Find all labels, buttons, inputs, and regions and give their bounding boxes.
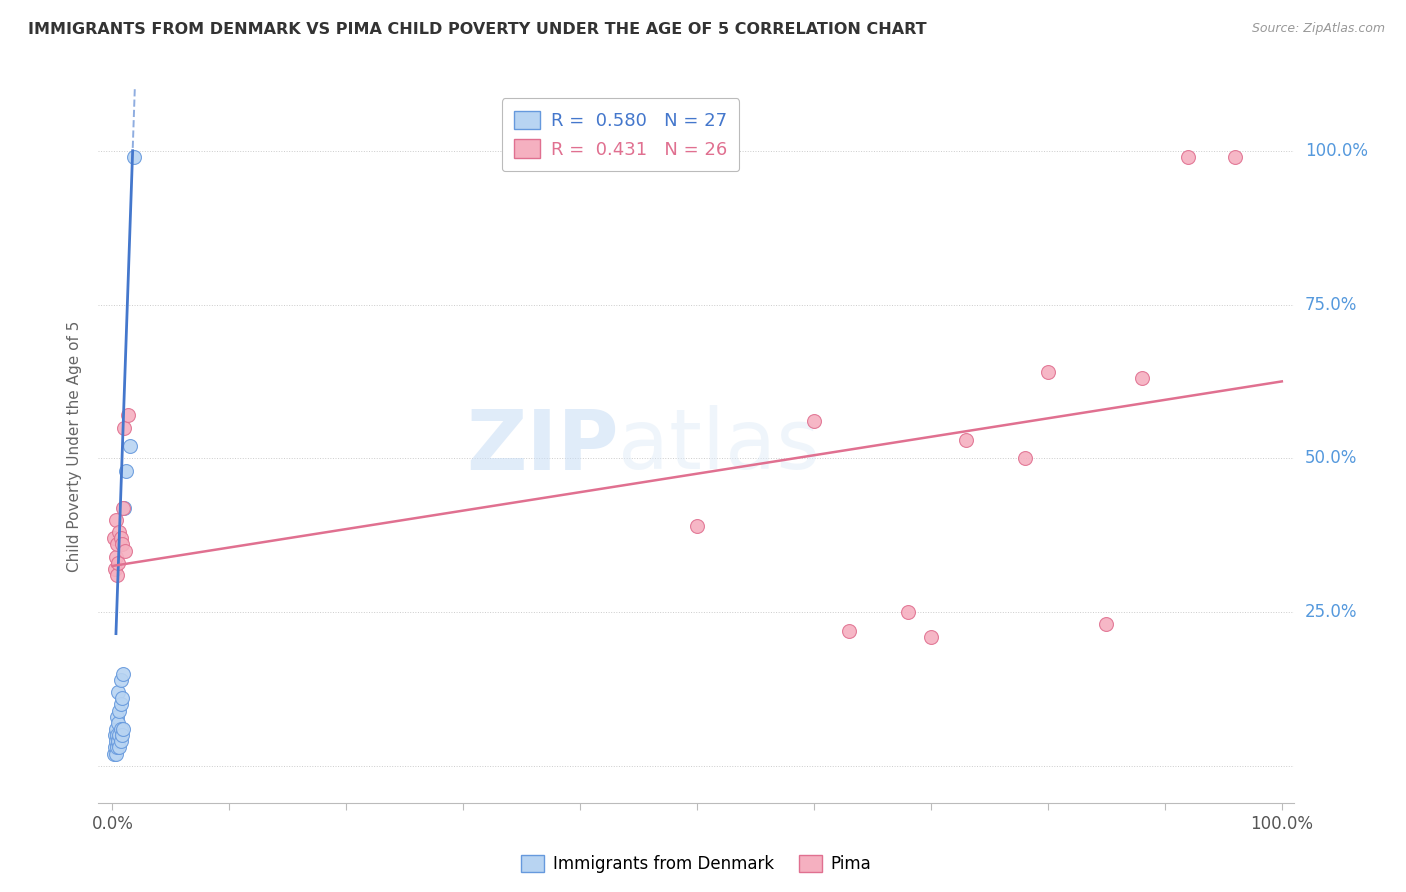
Point <box>112 420 135 434</box>
Text: 75.0%: 75.0% <box>1305 295 1357 313</box>
Point <box>1014 451 1036 466</box>
Point <box>111 728 134 742</box>
Point <box>104 722 127 736</box>
Point <box>105 728 128 742</box>
Point <box>111 691 134 706</box>
Point <box>105 740 128 755</box>
Text: 25.0%: 25.0% <box>1305 603 1357 621</box>
Text: ZIP: ZIP <box>465 406 619 486</box>
Point <box>104 734 127 748</box>
Point <box>838 624 860 638</box>
Point <box>104 740 127 755</box>
Point <box>104 549 127 564</box>
Text: 50.0%: 50.0% <box>1305 450 1357 467</box>
Point <box>110 722 132 736</box>
Point <box>955 433 977 447</box>
Point <box>897 605 920 619</box>
Text: 100.0%: 100.0% <box>1305 142 1368 160</box>
Point <box>920 630 942 644</box>
Y-axis label: Child Poverty Under the Age of 5: Child Poverty Under the Age of 5 <box>67 320 83 572</box>
Point <box>105 709 128 723</box>
Point <box>803 414 825 428</box>
Point <box>103 747 125 761</box>
Point <box>686 519 709 533</box>
Point <box>104 728 127 742</box>
Point <box>105 568 128 582</box>
Text: Source: ZipAtlas.com: Source: ZipAtlas.com <box>1251 22 1385 36</box>
Point <box>111 537 134 551</box>
Point <box>114 543 136 558</box>
Point <box>117 409 139 423</box>
Point <box>111 500 134 515</box>
Point <box>108 740 131 755</box>
Point <box>1036 365 1059 379</box>
Point <box>104 747 127 761</box>
Point <box>107 556 129 570</box>
Text: atlas: atlas <box>619 406 820 486</box>
Point <box>105 537 128 551</box>
Point <box>118 439 141 453</box>
Point <box>110 734 132 748</box>
Point <box>107 734 129 748</box>
Point <box>108 704 131 718</box>
Point <box>1095 617 1118 632</box>
Point <box>111 666 134 681</box>
Point <box>1177 150 1199 164</box>
Point <box>107 715 129 730</box>
Point <box>107 685 129 699</box>
Point <box>111 722 134 736</box>
Point <box>104 513 127 527</box>
Point <box>104 562 127 576</box>
Point <box>122 150 145 164</box>
Point <box>103 531 125 545</box>
Point <box>110 531 132 545</box>
Legend: Immigrants from Denmark, Pima: Immigrants from Denmark, Pima <box>515 848 877 880</box>
Point <box>1223 150 1246 164</box>
Text: IMMIGRANTS FROM DENMARK VS PIMA CHILD POVERTY UNDER THE AGE OF 5 CORRELATION CHA: IMMIGRANTS FROM DENMARK VS PIMA CHILD PO… <box>28 22 927 37</box>
Point <box>110 673 132 687</box>
Point <box>115 464 138 478</box>
Point <box>108 525 131 540</box>
Point <box>108 728 131 742</box>
Point <box>110 698 132 712</box>
Point <box>1130 371 1153 385</box>
Point <box>112 500 135 515</box>
